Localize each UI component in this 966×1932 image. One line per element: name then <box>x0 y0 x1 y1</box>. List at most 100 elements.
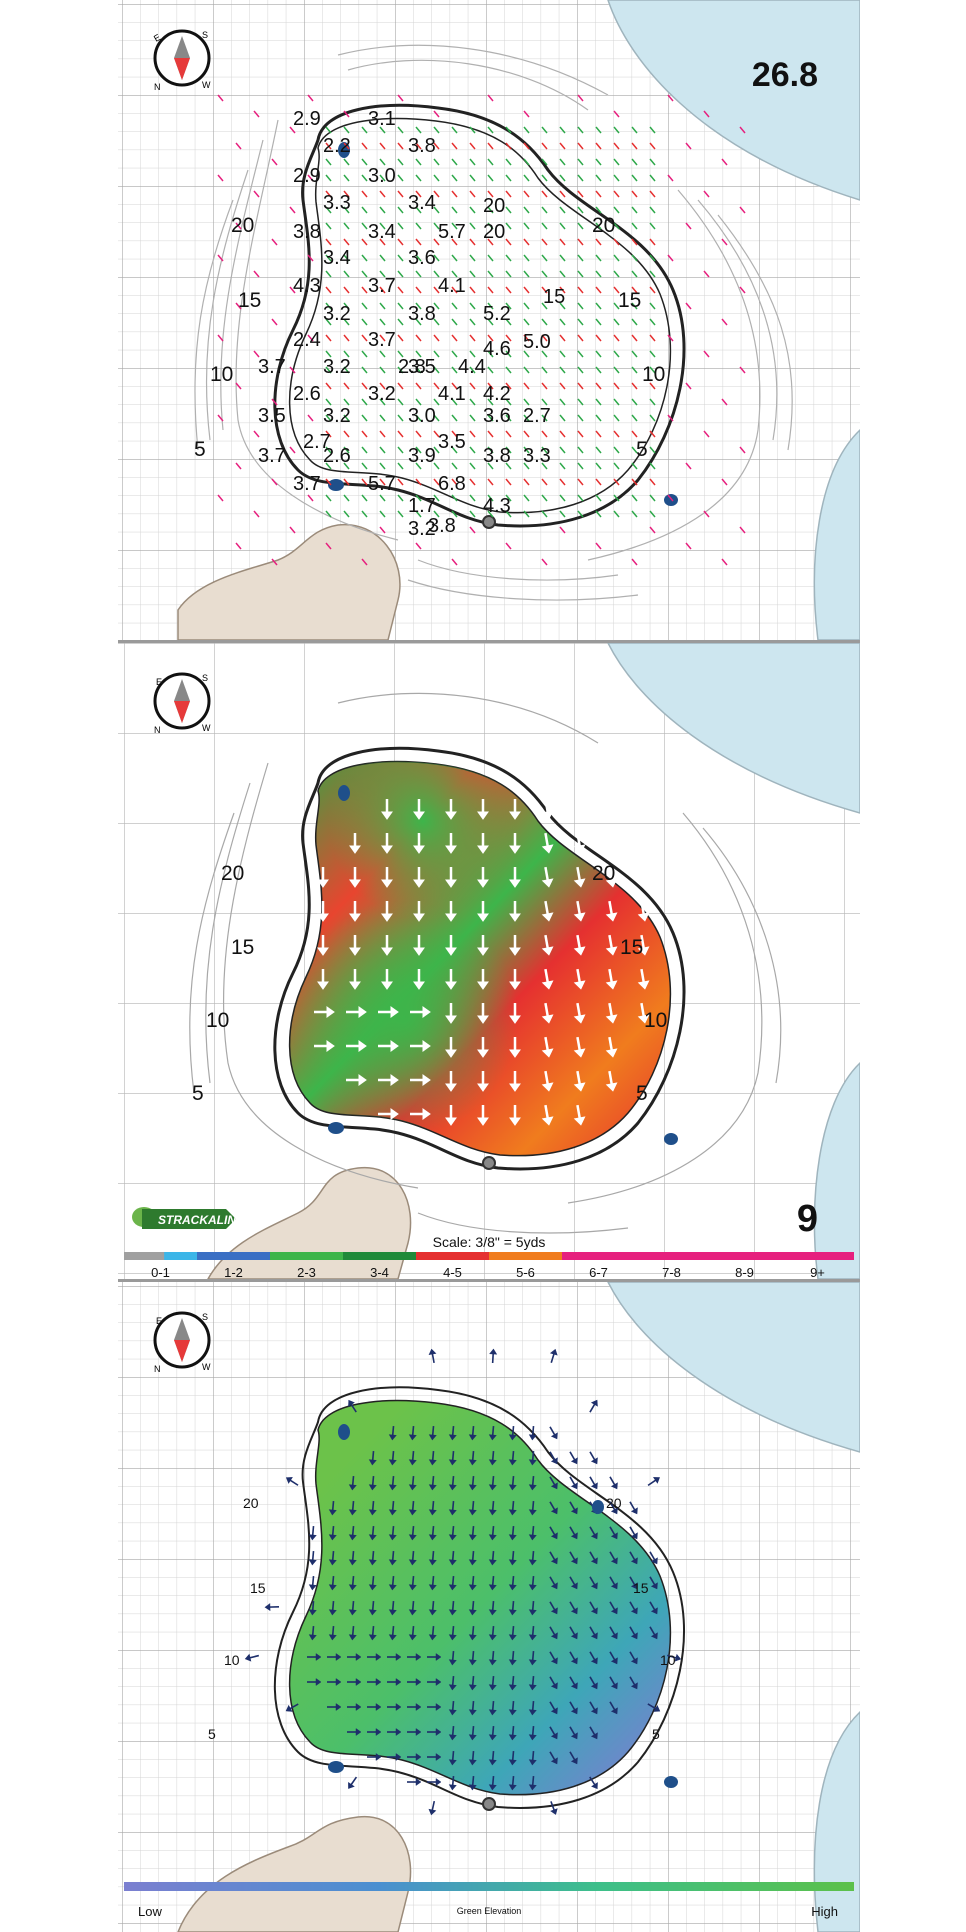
slope-reading: 2.4 <box>293 329 321 351</box>
legend-swatch <box>781 1252 854 1260</box>
slope-tick <box>451 126 458 134</box>
slope-tick <box>433 190 440 198</box>
slope-tick <box>559 318 566 326</box>
slope-tick <box>469 478 476 486</box>
slope-reading: 3.6 <box>408 247 436 269</box>
slope-tick <box>523 270 530 278</box>
slope-arrow <box>605 1070 618 1092</box>
slope-tick <box>649 414 656 422</box>
drainage-arrow <box>569 1601 578 1615</box>
slope-tick <box>415 446 422 454</box>
slope-tick <box>451 270 458 278</box>
slope-tick <box>649 190 656 198</box>
svg-text:E: E <box>152 32 162 44</box>
slope-tick <box>343 318 350 326</box>
drainage-arrow <box>549 1451 558 1465</box>
drainage-arrow <box>609 1576 618 1590</box>
slope-tick <box>379 174 386 182</box>
slope-tick <box>361 286 368 294</box>
slope-tick <box>487 334 494 342</box>
drainage-arrow <box>368 1450 377 1466</box>
slope-tick <box>415 510 422 518</box>
slope-tick <box>415 190 422 198</box>
slope-arrow <box>509 867 521 888</box>
drainage-arrow <box>348 1776 358 1789</box>
drainage-arrow <box>387 1703 402 1711</box>
slope-tick <box>541 126 548 134</box>
drainage-arrow <box>508 1425 517 1441</box>
slope-tick <box>595 142 602 150</box>
slope-tick <box>649 318 656 326</box>
slope-tick <box>415 142 422 150</box>
distance-label: 10 <box>660 1652 676 1668</box>
svg-text:S: S <box>202 1312 208 1322</box>
slope-tick <box>505 158 512 166</box>
slope-reading: 3.7 <box>368 329 396 351</box>
slope-tick <box>325 142 332 150</box>
drainage-arrow <box>549 1348 558 1363</box>
slope-arrow <box>541 866 554 888</box>
slope-arrow <box>317 969 329 990</box>
sprinkler-marker <box>664 1133 678 1145</box>
slope-tick <box>379 270 386 278</box>
slope-tick <box>307 254 314 262</box>
slope-tick <box>523 478 530 486</box>
slope-tick <box>361 366 368 374</box>
drainage-arrow <box>589 1551 598 1565</box>
slope-tick <box>559 382 566 390</box>
slope-tick <box>379 190 386 198</box>
slope-tick <box>451 398 458 406</box>
drainage-arrow <box>468 1725 477 1741</box>
slope-tick <box>451 222 458 230</box>
slope-tick <box>523 430 530 438</box>
drainage-arrow <box>528 1775 537 1791</box>
slope-tick <box>469 142 476 150</box>
slope-tick <box>415 350 422 358</box>
slope-tick <box>415 398 422 406</box>
slope-tick <box>217 414 224 422</box>
slope-tick <box>559 222 566 230</box>
slope-arrow <box>477 935 489 956</box>
drainage-arrow <box>508 1775 517 1791</box>
svg-text:S: S <box>202 30 208 40</box>
slope-reading: 3.4 <box>323 247 351 269</box>
slope-tick <box>415 158 422 166</box>
slope-tick <box>343 270 350 278</box>
slope-tick <box>469 462 476 470</box>
slope-arrow <box>573 900 586 922</box>
slope-arrow <box>477 867 489 888</box>
slope-tick <box>505 254 512 262</box>
slope-tick <box>595 238 602 246</box>
drainage-arrow <box>629 1526 638 1540</box>
slope-arrow <box>445 969 457 990</box>
slope-tick <box>451 350 458 358</box>
slope-arrow <box>509 1037 521 1058</box>
drainage-arrow <box>328 1625 337 1641</box>
slope-tick <box>361 254 368 262</box>
drainage-arrow <box>549 1676 558 1690</box>
slope-tick <box>739 206 746 214</box>
slope-tick <box>361 494 368 502</box>
slope-tick <box>379 318 386 326</box>
slope-arrow <box>637 934 650 956</box>
slope-tick <box>361 158 368 166</box>
slope-tick <box>595 190 602 198</box>
slope-tick <box>379 334 386 342</box>
slope-tick <box>613 286 620 294</box>
slope-tick <box>379 206 386 214</box>
slope-tick <box>649 302 656 310</box>
drainage-arrow <box>368 1600 377 1616</box>
slope-tick <box>523 350 530 358</box>
slope-tick <box>397 446 404 454</box>
slope-reading: 4.3 <box>293 275 321 297</box>
drainage-arrow <box>468 1625 477 1641</box>
slope-tick <box>523 158 530 166</box>
slope-tick <box>703 430 710 438</box>
slope-arrows <box>314 798 650 1126</box>
slope-tick <box>685 542 692 550</box>
slope-tick <box>577 174 584 182</box>
slope-tick <box>469 366 476 374</box>
distance-label: 10 <box>210 363 233 386</box>
slope-tick <box>361 318 368 326</box>
drainage-arrow <box>649 1576 658 1590</box>
